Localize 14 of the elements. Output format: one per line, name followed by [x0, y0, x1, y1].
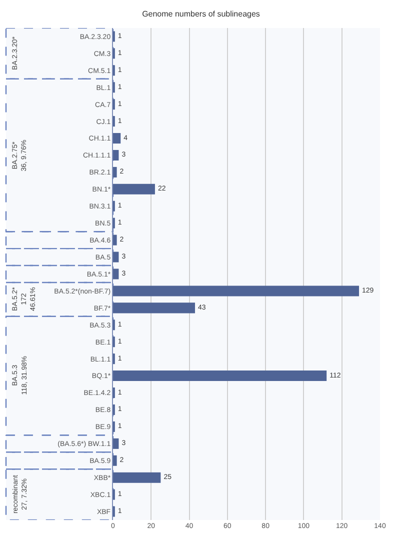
bar: [113, 455, 117, 466]
bar: [113, 286, 360, 296]
bar: [113, 150, 119, 160]
bar: [113, 472, 161, 483]
bar: [113, 438, 119, 449]
bar: [113, 302, 196, 314]
bar: [113, 252, 119, 262]
chart-title: Genome numbers of sublineages: [142, 10, 260, 19]
bar: [113, 234, 117, 246]
bar: [113, 133, 121, 144]
bar: [113, 370, 327, 382]
bar: [113, 166, 117, 178]
bar: [113, 184, 155, 194]
bar: [113, 268, 119, 280]
